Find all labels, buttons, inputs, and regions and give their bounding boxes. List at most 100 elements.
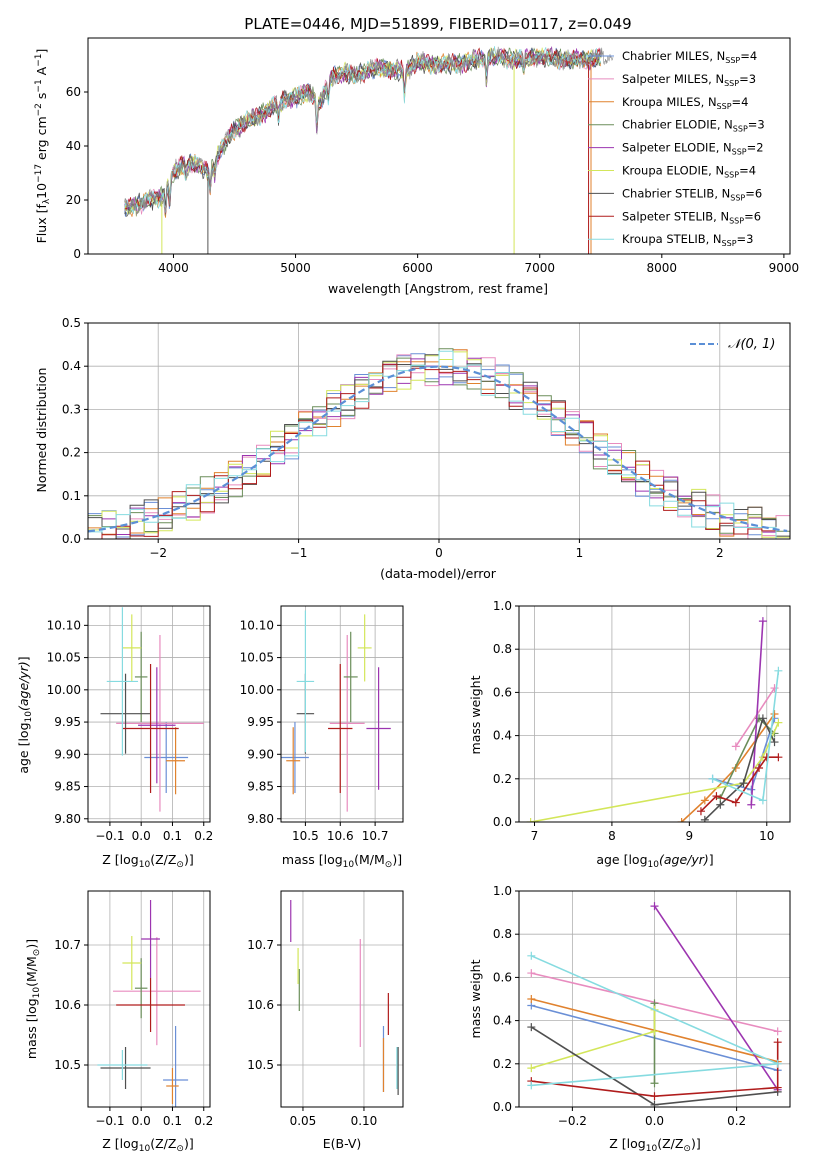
age_vs_mass-ytick-label: 9.90 (247, 747, 274, 761)
salpeter_stelib-legend-sub: SSP (729, 216, 744, 225)
mass_vs_Z-xtick-label: −0.1 (95, 1114, 124, 1128)
mass-vs-extinction-panel: 0.05 0.10 10.5 10.6 10.7 E(B-V) (247, 890, 404, 1151)
chabrier_stelib-weight-marker (770, 738, 779, 747)
spectrum-xlabel: wavelength [Angstrom, rest frame] (328, 281, 548, 296)
mass-vs-metallicity-ylabel: mass [log10(M/M⊙)] (24, 939, 42, 1059)
spectrum-title: PLATE=0446, MJD=51899, FIBERID=0117, z=0… (244, 15, 631, 33)
age-vs-mass-xlabel: mass [log10(M/M⊙)] (282, 852, 402, 870)
weight-vs-age-xlabel: age [log10(age/yr)] (596, 852, 713, 870)
mass_vs_Z-ytick-label: 10.6 (54, 998, 81, 1012)
kroupa_miles-weight-marker (677, 818, 686, 822)
chabrier_stelib-legend-sub: SSP (730, 193, 745, 202)
mass_vs_Z-xtick-label: 0.1 (163, 1114, 182, 1128)
weight_vs_Z-xtick-label: 0.2 (727, 1114, 746, 1128)
mass_vs_ebv-ytick-label: 10.5 (247, 1058, 274, 1072)
salpeter_stelib-weight-marker (773, 1038, 782, 1047)
salpeter_elodie-weight-marker (747, 800, 756, 809)
kroupa_stelib-weight-marker (773, 1059, 782, 1068)
kroupa_elodie-weight-marker (774, 718, 783, 727)
kroupa_elodie-legend-count: =4 (739, 164, 756, 178)
kroupa_miles-weight-marker (700, 796, 709, 805)
residuals-ytick-label: 0.2 (62, 446, 81, 460)
weight_vs_age-xtick-label: 9 (686, 829, 694, 843)
chabrier_miles-legend-count: =4 (740, 49, 757, 63)
normal-legend-label: 𝒩(0, 1) (728, 337, 775, 352)
weight_vs_Z-xtick-label: 0.0 (645, 1114, 664, 1128)
weight_vs_Z-ytick-label: 1.0 (493, 884, 512, 898)
kroupa_stelib-weight-marker (774, 666, 783, 675)
residuals-xtick-label: 0 (435, 546, 443, 560)
spectrum-xtick-label: 5000 (280, 261, 311, 275)
weight_vs_age-marks (526, 617, 783, 822)
salpeter_stelib-weight-marker (774, 753, 783, 762)
spectrum-xtick-label: 6000 (402, 261, 433, 275)
mass_vs_ebv-xtick-label: 0.10 (351, 1114, 378, 1128)
chabrier_elodie-legend-count: =3 (748, 118, 765, 132)
chabrier_stelib-weight-line (704, 716, 776, 821)
spectrum-ytick-label: 60 (66, 85, 81, 99)
age_vs_mass-ytick-label: 10.10 (240, 618, 274, 632)
weight_vs_age-ytick-label: 0.6 (493, 685, 512, 699)
residual-ylabel: Normed distribution (34, 368, 49, 493)
salpeter_miles-weight-marker (731, 742, 740, 751)
chabrier_elodie-weight-marker (650, 1079, 659, 1088)
mass-vs-metallicity-xlabel: Z [log10(Z/Z⊙)] (102, 1136, 193, 1154)
weight_vs_age-ytick-label: 1.0 (493, 599, 512, 613)
chabrier_elodie-legend-sub: SSP (733, 125, 748, 134)
residuals-xtick-label: 2 (716, 546, 724, 560)
age-vs-metallicity-panel: −0.1 0.0 0.1 0.2 9.80 9.85 9.90 9.95 10.00 10.05 1… (16, 605, 213, 870)
salpeter_elodie-weight-line (750, 621, 764, 805)
chabrier_stelib-weight-marker (700, 815, 709, 822)
weight_vs_Z-ytick-label: 0.0 (493, 1100, 512, 1114)
weight-vs-metallicity-xlabel: Z [log10(Z/Z⊙)] (609, 1136, 700, 1154)
mass_vs_ebv-ytick-label: 10.7 (247, 938, 274, 952)
age_vs_mass-ytick-label: 10.05 (240, 651, 274, 665)
weight_vs_age-xtick-label: 8 (608, 829, 616, 843)
age_vs_Z-xtick-label: 0.2 (194, 829, 213, 843)
salpeter_elodie-legend-label: Salpeter ELODIE, NSSP=2 (622, 141, 764, 157)
kroupa_elodie-legend-label: Kroupa ELODIE, NSSP=4 (622, 164, 756, 180)
spectrum-xtick-label: 7000 (524, 261, 555, 275)
chabrier_stelib-legend-label: Chabrier STELIB, NSSP=6 (622, 186, 762, 202)
age_vs_Z-ytick-label: 9.90 (54, 747, 81, 761)
kroupa_elodie-weight-marker (650, 1027, 659, 1036)
kroupa_stelib-weight-marker (527, 1081, 536, 1090)
age_vs_Z-xtick-label: 0.1 (163, 829, 182, 843)
mass_vs_ebv-marks (290, 900, 399, 1095)
residuals-ytick-label: 0.0 (62, 532, 81, 546)
weight_vs_age-ytick-label: 0.8 (493, 642, 512, 656)
mass_vs_Z-frame (87, 890, 211, 1108)
spectrum-panel: PLATE=0446, MJD=51899, FIBERID=0117, z=0… (34, 15, 799, 296)
salpeter_elodie-spectrum-line (124, 46, 602, 215)
weight_vs_Z-ytick-label: 0.4 (493, 1014, 512, 1028)
salpeter_stelib-weight-marker (731, 798, 740, 807)
salpeter_elodie-legend-sub: SSP (732, 148, 747, 157)
salpeter_miles-weight-marker (773, 1027, 782, 1036)
salpeter_stelib-weight-marker (762, 753, 771, 762)
spectrum-ytick-label: 0 (73, 247, 81, 261)
salpeter_stelib-legend-label: Salpeter STELIB, NSSP=6 (622, 209, 761, 225)
kroupa_miles-legend-count: =4 (732, 95, 749, 109)
kroupa_stelib-weight-marker (708, 774, 717, 783)
kroupa_elodie-weight-marker (527, 1064, 536, 1073)
spectrum-xtick-label: 8000 (647, 261, 678, 275)
kroupa_elodie-weight-marker (526, 818, 535, 822)
chabrier_stelib-legend-count: =6 (745, 186, 762, 200)
age_vs_Z-ytick-label: 10.00 (47, 683, 81, 697)
weight-vs-age-panel: 7 8 9 10 0.0 0.2 0.4 0.6 0.8 1.0 age [log10(age/y… (468, 599, 791, 870)
age_vs_mass-frame (280, 605, 404, 823)
age-vs-metallicity-plot-area: −0.1 0.0 0.1 0.2 9.80 9.85 9.90 9.95 10.00 10.05 1… (47, 605, 213, 843)
age_vs_mass-xtick-label: 10.7 (362, 829, 389, 843)
spectrum-ytick-label: 40 (66, 139, 81, 153)
age_vs_Z-ytick-label: 10.10 (47, 618, 81, 632)
weight_vs_age-ytick-label: 0.0 (493, 815, 512, 829)
age_vs_mass-ytick-label: 9.95 (247, 715, 274, 729)
weight_vs_Z-ytick-label: 0.6 (493, 970, 512, 984)
weight-vs-metallicity-ylabel: mass weight (468, 959, 483, 1038)
salpeter_elodie-legend-count: =2 (747, 141, 764, 155)
residuals-xtick-label: 1 (576, 546, 584, 560)
weight_vs_Z-ytick-label: 0.8 (493, 927, 512, 941)
chabrier_stelib-weight-marker (527, 1023, 536, 1032)
age_vs_mass-xtick-label: 10.5 (292, 829, 319, 843)
chabrier_miles-legend-label: Chabrier MILES, NSSP=4 (622, 49, 757, 65)
